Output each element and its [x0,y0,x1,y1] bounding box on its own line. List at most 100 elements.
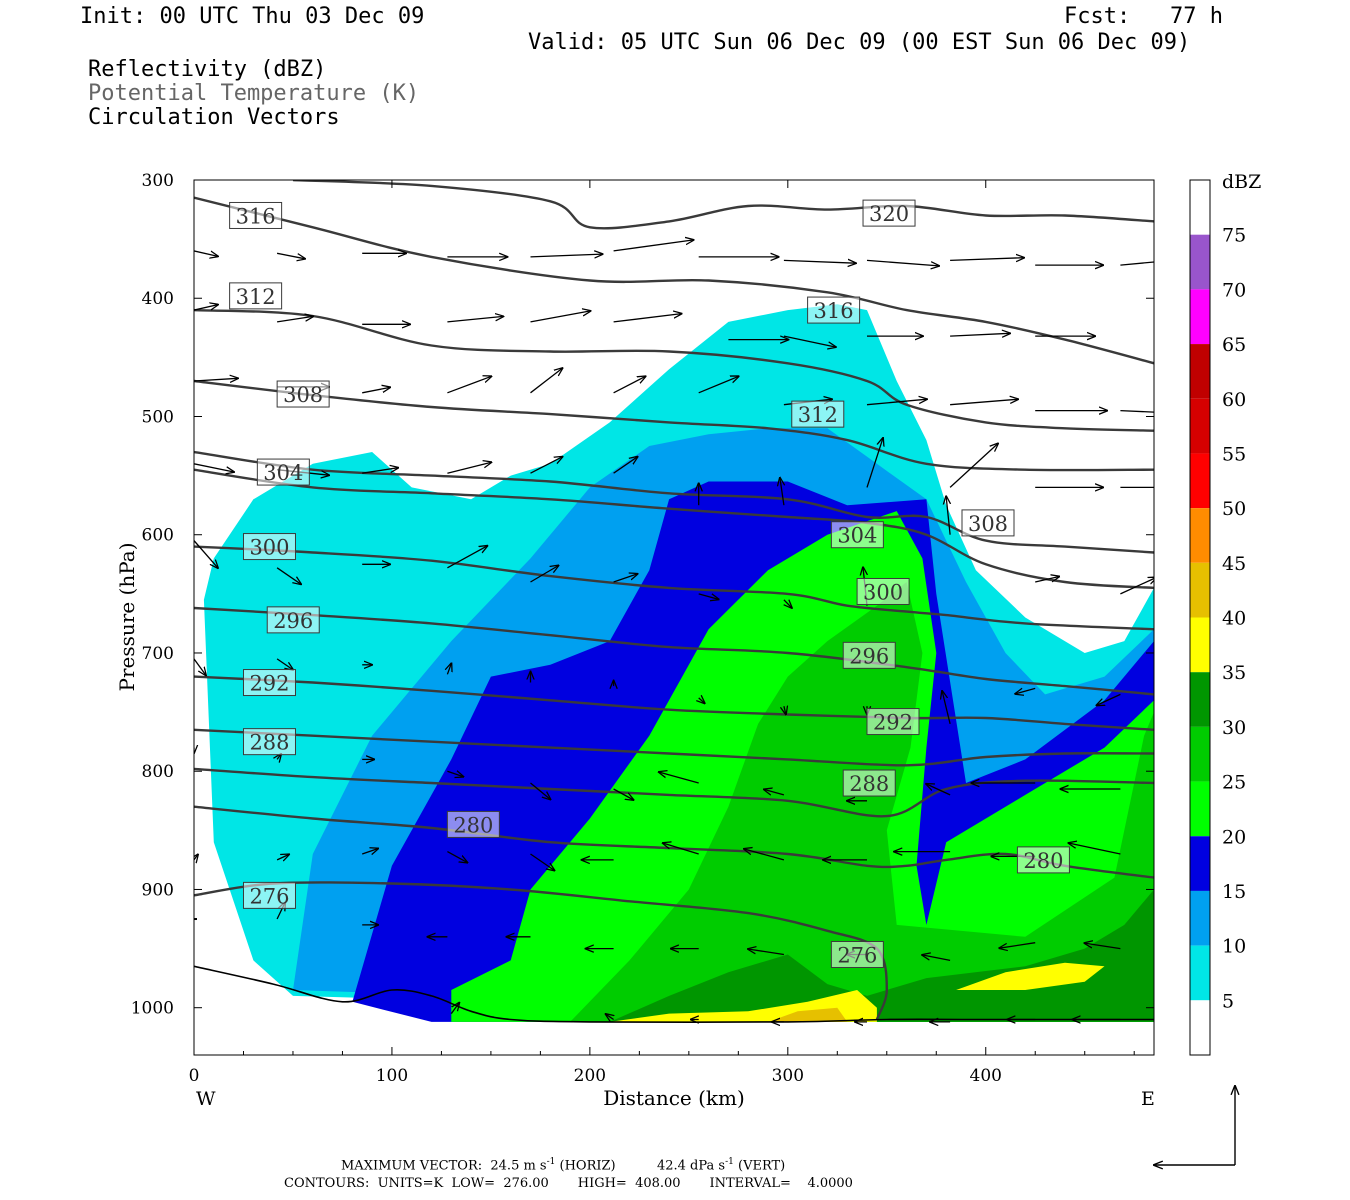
circulation-vector-60 [276,658,293,670]
x-axis-title: Distance (km) [603,1086,745,1110]
colorbar-label-60: 60 [1222,389,1246,411]
circulation-vector-106 [1084,943,1121,950]
circulation-vector-1 [276,252,305,258]
circulation-vector-105 [999,942,1036,949]
circulation-vector-44 [949,443,998,488]
circulation-vector-13 [277,316,313,323]
theta-label-text: 276 [249,884,289,908]
colorbar-swatch-3 [1190,344,1210,399]
circulation-vector-107 [450,1003,459,1014]
theta-label-308-7: 308 [961,509,1015,537]
circulation-vector-7 [783,260,856,263]
circulation-vector-104 [922,955,951,962]
circulation-vector-68 [942,691,951,725]
circulation-vector-58 [1120,577,1154,595]
forecast-hour: Fcst: 77 h [1064,4,1223,29]
circulation-vector-59 [194,658,206,676]
colorbar-label-10: 10 [1222,936,1246,958]
circulation-vector-62 [447,663,451,675]
circulation-vector-69 [1015,688,1036,694]
y-tick-label-800: 800 [142,762,174,782]
circulation-vector-15 [447,316,503,323]
theta-label-text: 304 [263,461,303,485]
circulation-vector-85 [361,849,378,855]
circulation-vector-35 [194,463,234,472]
colorbar-label-20: 20 [1222,826,1246,848]
circulation-vector-54 [784,599,792,608]
colorbar-label-55: 55 [1222,443,1246,465]
horiz-exponent: -1 [546,1157,556,1167]
circulation-vector-42 [780,478,784,506]
colorbar-label-25: 25 [1222,772,1246,794]
contour-info: CONTOURS: UNITS=K LOW= 276.00 HIGH= 408.… [284,1176,853,1191]
theta-label-304-6: 304 [256,458,310,486]
circulation-vector-19 [783,335,836,347]
colorbar-swatch-15 [1190,1000,1210,1055]
colorbar-swatch-14 [1190,945,1210,1001]
circulation-vector-8 [866,259,939,266]
circulation-vector-38 [447,462,491,474]
circulation-vector-74 [447,771,463,777]
circulation-vector-57 [1035,577,1059,583]
theta-label-text: 308 [283,383,323,407]
theta-label-text: 292 [873,711,913,735]
terrain-surface [194,965,1154,1023]
circulation-vector-51 [530,566,559,583]
theta-contour-304-7 [194,468,1154,590]
circulation-vector-43 [866,438,883,488]
circulation-vector-26 [447,376,491,394]
x-tick-label-100: 100 [376,1066,408,1086]
circulation-vector-75 [530,782,551,800]
theta-label-304-8: 304 [830,521,884,549]
colorbar-label-65: 65 [1222,334,1246,356]
circulation-vector-4 [530,254,603,257]
y-tick-label-1000: 1000 [131,999,174,1019]
colorbar-swatch-10 [1190,726,1210,782]
circulation-vector-12 [194,305,218,311]
theta-contour-labels: 316 320 312 316 308 312 304 308 304 300 300 296 296 2… [229,199,1070,968]
circulation-vector-66 [784,706,786,714]
max-vector-label: MAXIMUM VECTOR: [341,1158,483,1174]
theta-label-text: 292 [249,672,289,696]
x-tick-label-200: 200 [574,1066,606,1086]
colorbar-frame [1189,179,1211,1056]
theta-label-text: 304 [837,524,877,548]
circulation-vector-16 [530,311,591,323]
colorbar-label-5: 5 [1222,990,1234,1012]
colorbar-label-50: 50 [1222,498,1246,520]
y-tick-label-700: 700 [142,644,174,664]
circulation-vector-94 [1068,843,1121,855]
circulation-vector-90 [744,849,785,861]
terrain-line [194,965,1154,1023]
circulation-vector-86 [447,851,467,863]
colorbar-label-15: 15 [1222,881,1246,903]
circulation-vector-25 [362,387,390,394]
circulation-vector-27 [530,368,563,394]
theta-contour-320-12 [292,180,1154,230]
colorbar-swatch-0 [1190,180,1210,235]
circulation-vector-56 [946,496,950,535]
theta-label-308-4: 308 [276,380,330,408]
plot-frame [193,179,1155,1056]
circulation-vector-80 [926,784,951,796]
colorbar-swatch-1 [1190,234,1210,290]
circulation-vector-0 [194,250,218,257]
colorbar-label-30: 30 [1222,717,1246,739]
colorbar-swatch-6 [1190,508,1210,563]
colorbar-swatch-12 [1190,836,1210,891]
theta-label-300-10: 300 [856,577,910,605]
theta-label-text: 296 [273,609,313,633]
x-tick-label-400: 400 [970,1066,1002,1086]
theta-contour-316-11 [194,196,1154,365]
circulation-vector-28 [613,376,646,394]
west-label: W [196,1088,216,1110]
y-axis-title: Pressure (hPa) [115,543,139,692]
theta-label-276-19: 276 [242,881,296,909]
theta-contour-292-4 [194,675,1154,731]
theta-label-280-17: 280 [446,810,500,838]
circulation-vector-34 [1120,409,1154,413]
colorbar-swatch-2 [1190,289,1210,345]
theta-label-292-13: 292 [242,669,296,697]
theta-label-316-0: 316 [229,201,283,229]
